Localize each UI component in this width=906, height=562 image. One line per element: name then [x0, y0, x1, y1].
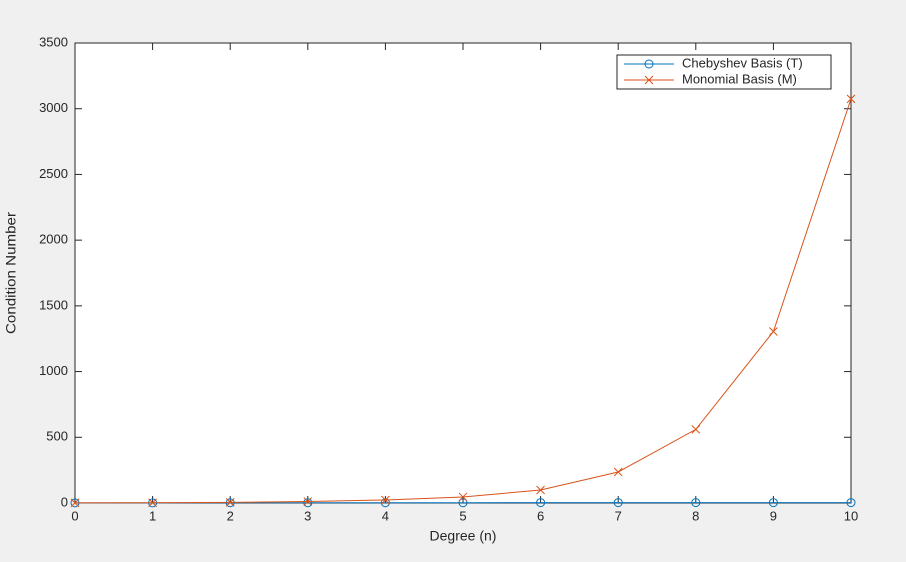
- marker: [846, 498, 856, 508]
- x-tick-label: 5: [459, 508, 466, 523]
- marker: [303, 498, 313, 508]
- marker: [536, 485, 545, 495]
- marker: [613, 498, 623, 508]
- marker: [458, 492, 468, 502]
- marker: [769, 327, 778, 336]
- marker: [381, 495, 390, 505]
- y-tick-label: 2000: [39, 232, 68, 247]
- marker: [691, 498, 701, 508]
- y-axis-label: Condition Number: [3, 212, 19, 334]
- x-tick-label: 4: [382, 508, 389, 523]
- y-tick-label: 3500: [39, 34, 68, 49]
- x-tick-label: 0: [71, 508, 78, 523]
- marker: [691, 425, 701, 434]
- legend-marker: [644, 59, 654, 69]
- marker: [536, 498, 546, 508]
- marker: [846, 94, 856, 104]
- x-tick-label: 10: [844, 508, 858, 523]
- y-tick-label: 3000: [39, 100, 68, 115]
- x-tick-label: 3: [304, 508, 311, 523]
- x-tick-label: 2: [227, 508, 234, 523]
- legend-label: Monomial Basis (M): [682, 71, 797, 86]
- marker: [380, 498, 390, 508]
- marker: [768, 498, 778, 508]
- x-tick-label: 1: [149, 508, 156, 523]
- plot-area: [74, 42, 852, 504]
- y-tick-label: 0: [61, 494, 68, 509]
- y-tick-label: 500: [46, 429, 68, 444]
- marker: [225, 497, 235, 507]
- x-tick-label: 8: [692, 508, 699, 523]
- y-tick-label: 1000: [39, 363, 68, 378]
- legend-label: Chebyshev Basis (T): [682, 55, 803, 70]
- x-tick-label: 6: [537, 508, 544, 523]
- marker: [613, 467, 623, 477]
- marker: [303, 497, 313, 506]
- y-tick-label: 1500: [39, 297, 68, 312]
- marker: [70, 498, 80, 508]
- x-axis-label: Degree (n): [430, 528, 497, 544]
- marker: [458, 498, 468, 508]
- legend-marker: [644, 75, 654, 85]
- marker: [148, 498, 157, 508]
- y-tick-label: 2500: [39, 166, 68, 181]
- x-tick-label: 9: [770, 508, 777, 523]
- x-tick-label: 7: [615, 508, 622, 523]
